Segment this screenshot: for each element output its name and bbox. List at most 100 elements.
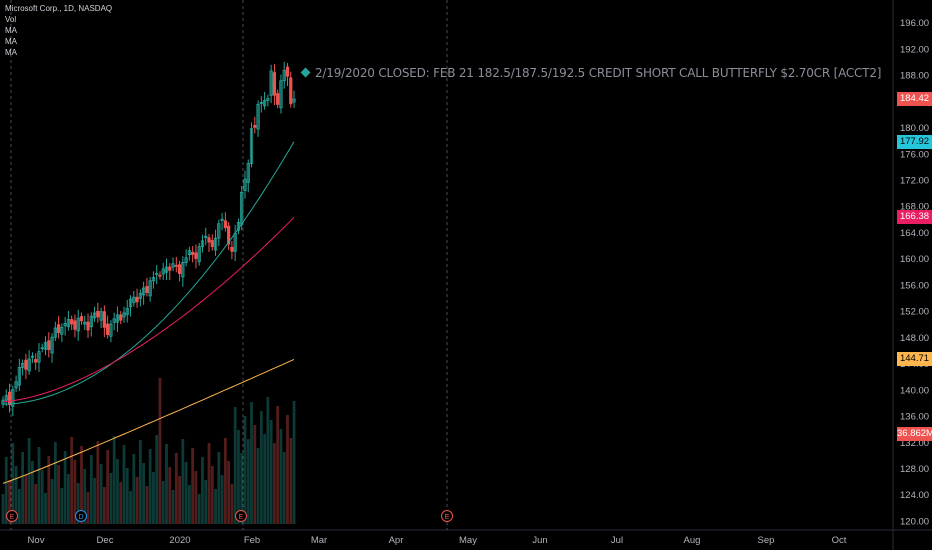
legend-ma-1[interactable]: MA (5, 26, 17, 35)
candle-body (269, 70, 273, 96)
y-tick-label: 132.00 (900, 438, 929, 449)
candle-body (96, 310, 100, 318)
volume-bar (138, 440, 142, 524)
volume-bar (171, 490, 175, 524)
candlesticks (1, 61, 296, 417)
candle-body (60, 326, 64, 335)
candle-body (17, 366, 21, 386)
legend-volume[interactable]: Vol (5, 15, 17, 24)
volume-bar (279, 429, 283, 524)
candle-body (177, 264, 182, 274)
y-tick-label: 168.00 (900, 202, 929, 213)
event-marker[interactable]: E (6, 510, 18, 522)
volume-bar (148, 449, 152, 524)
volume-bar (292, 401, 296, 524)
candle-body (256, 104, 260, 130)
volume-bar (132, 454, 136, 524)
volume-bar (102, 487, 106, 524)
candle-body (128, 298, 133, 308)
candle-body (181, 262, 185, 278)
volume-bar (161, 481, 165, 524)
volume-bar (76, 483, 80, 524)
candle-body (279, 80, 283, 109)
volume-bar (152, 472, 155, 524)
candle-body (217, 223, 221, 239)
candle-body (37, 351, 41, 363)
volume-bar (47, 456, 51, 524)
volume-bars (1, 378, 296, 524)
volume-bar (135, 477, 139, 524)
candle-body (50, 336, 54, 354)
moving-averages (2, 141, 295, 484)
volume-bar (227, 461, 231, 524)
volume-bar (286, 415, 289, 524)
volume-bar (187, 485, 191, 524)
volume-bar (168, 467, 172, 524)
candle-body (125, 307, 129, 315)
x-tick-label: Apr (389, 535, 404, 546)
event-marker[interactable]: E (235, 510, 247, 522)
volume-bar (60, 488, 64, 524)
trade-annotation: 2/19/2020 CLOSED: FEB 21 182.5/187.5/192… (300, 66, 881, 80)
ma-short-tag: 177.92 (897, 134, 932, 149)
volume-bar (217, 452, 221, 524)
x-tick-label: Jun (532, 535, 547, 546)
volume-bar (259, 411, 263, 524)
volume-bar (14, 466, 18, 524)
volume-bar (109, 473, 113, 524)
y-tick-label: 172.00 (900, 175, 929, 186)
candle-body (115, 314, 120, 323)
volume-bar (197, 494, 201, 524)
candle-body (47, 340, 51, 351)
candle-body (262, 100, 267, 107)
candle-body (21, 363, 25, 368)
candle-body (174, 264, 178, 267)
candle-body (200, 240, 205, 248)
event-marker[interactable]: D (75, 510, 87, 522)
legend-ma-2[interactable]: MA (5, 37, 17, 46)
candle-body (76, 317, 80, 332)
candle-body (276, 93, 280, 105)
candle-body (158, 274, 162, 277)
y-tick-label: 160.00 (900, 254, 929, 265)
time-axis[interactable]: Nov Dec 2020 Feb Mar Apr May Jun Jul Aug Sep Oct (28, 535, 847, 546)
y-tick-label: 164.00 (900, 228, 929, 239)
candle-body (142, 287, 146, 296)
volume-bar (165, 444, 168, 524)
event-marker[interactable]: E (441, 510, 453, 522)
candle-body (11, 389, 15, 407)
candle-body (155, 273, 159, 275)
candle-body (112, 318, 116, 323)
candle-body (53, 327, 57, 338)
legend-symbol[interactable]: Microsoft Corp., 1D, NASDAQ (5, 4, 113, 13)
volume-bar (44, 493, 47, 524)
legend-ma-3[interactable]: MA (5, 48, 17, 57)
x-tick-label: Oct (832, 535, 847, 546)
y-tick-label: 128.00 (900, 464, 929, 475)
event-marker-label: E (445, 514, 450, 521)
candle-body (220, 218, 224, 221)
volume-bar (158, 378, 162, 524)
candle-body (27, 358, 31, 372)
volume-bar (289, 438, 293, 524)
y-tick-label: 136.00 (900, 412, 929, 423)
volume-bar (112, 436, 116, 524)
volume-bar (250, 402, 253, 524)
volume-bar (155, 435, 159, 524)
candle-body (223, 220, 227, 229)
candle-body (132, 296, 136, 303)
volume-bar (37, 447, 41, 524)
candle-body (40, 347, 44, 350)
y-tick-label: 148.00 (900, 333, 929, 344)
ma-long-tag: 144.71 (897, 352, 932, 367)
candle-body (210, 240, 214, 248)
volume-bar (210, 466, 214, 524)
volume-bar (145, 486, 149, 524)
volume-bar (31, 461, 34, 524)
candle-body (259, 102, 263, 104)
volume-bar (70, 437, 74, 524)
volume-bar (276, 406, 280, 524)
volume-bar (230, 484, 234, 524)
